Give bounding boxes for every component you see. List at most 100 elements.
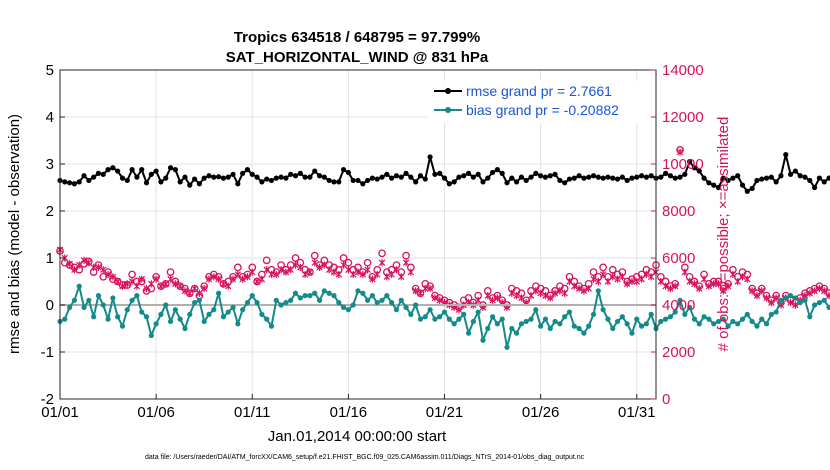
rmse-point [807,177,813,184]
rmse-point [427,154,433,160]
rmse-point [802,174,808,180]
bias-point [528,316,534,322]
rmse-point [163,175,169,181]
rmse-point [110,165,116,171]
obs-assimilated-point [638,275,645,283]
bias-point [624,321,630,327]
obs-assimilated-point [585,284,592,293]
rmse-point [528,174,534,180]
bias-point [465,330,472,336]
obs-assimilated-point [436,296,443,304]
bias-point [802,297,808,303]
rmse-point [480,179,486,185]
obs-assimilated-point [383,273,391,281]
rmse-point [365,177,371,184]
obs-assimilated-point [821,287,828,295]
obs-assimilated-point [739,273,746,281]
obs-assimilated-point [340,261,347,269]
rmse-point [76,179,82,185]
bias-point [365,297,371,303]
bias-point [605,316,611,322]
bias-point [273,297,279,303]
bias-point [489,314,496,320]
obs-assimilated-point [700,275,708,283]
bias-point [206,311,212,317]
rmse-point [720,175,726,181]
obs-assimilated-point [100,266,107,274]
bias-point [812,302,818,308]
y-left-tick-label: -2 [41,391,54,408]
bias-point [350,302,356,308]
rmse-point [417,173,424,179]
y-left-tick-label: 1 [46,250,54,267]
rmse-point [355,177,361,184]
bias-point [759,316,765,322]
rmse-point [249,171,255,177]
bias-point [792,295,798,301]
obs-possible-point [310,251,319,260]
obs-assimilated-point [691,280,698,288]
rmse-point [336,179,342,185]
rmse-point [744,188,750,194]
rmse-point [725,177,731,184]
rmse-point [538,173,544,179]
bias-point [196,297,202,303]
rmse-point [326,177,332,184]
obs-assimilated-point [349,270,357,279]
rmse-point [384,171,390,177]
obs-assimilated-point [724,282,732,290]
rmse-point [489,169,496,176]
bias-point [417,316,424,322]
rmse-point [225,174,231,180]
bias-point [422,314,428,320]
y-right-tick-label: 6000 [662,250,695,267]
y-left-tick-label: 4 [46,109,54,126]
obs-assimilated-point [220,280,227,288]
obs-assimilated-point [325,266,333,274]
bias-point [119,323,126,329]
rmse-point [691,165,698,171]
obs-assimilated-point [167,275,174,283]
obs-assimilated-point [551,289,559,297]
bias-point [389,300,395,306]
obs-assimilated-point [753,292,761,300]
obs-assimilated-point [609,273,616,281]
bias-point [610,325,616,332]
rmse-point [437,170,443,176]
bias-point [816,300,823,306]
obs-assimilated-point [792,301,799,309]
bias-point [292,290,299,296]
bias-point [677,297,683,303]
bias-point [470,318,476,325]
bias-point [586,323,592,329]
bias-point [514,330,520,336]
obs-assimilated-point [772,294,780,302]
obs-assimilated-point [157,282,165,290]
rmse-point [403,170,409,176]
bias-point [576,325,582,332]
bias-point [643,321,649,327]
rmse-point [667,173,674,179]
y-right-tick-label: 14000 [662,62,704,79]
obs-assimilated-point [277,266,285,274]
bias-point [153,321,159,327]
y-axis-right: 0 2000 4000 6000 8000 10000 12000 14000 [651,62,704,408]
rmse-point [739,182,746,188]
rmse-point [360,181,366,187]
rmse-point [614,176,621,182]
obs-assimilated-point [657,277,665,286]
obs-assimilated-point [633,277,640,286]
obs-assimilated-point [148,280,155,288]
rmse-point [153,168,159,174]
obs-assimilated-point [128,277,136,286]
bias-point [167,318,174,325]
rmse-point [139,167,145,173]
rmse-point [595,174,601,180]
rmse-point [778,173,784,179]
obs-assimilated-point [542,292,549,300]
bias-point [369,293,376,299]
rmse-point [643,174,649,180]
obs-assimilated-point [143,284,150,293]
obs-assimilated-point [200,284,208,293]
